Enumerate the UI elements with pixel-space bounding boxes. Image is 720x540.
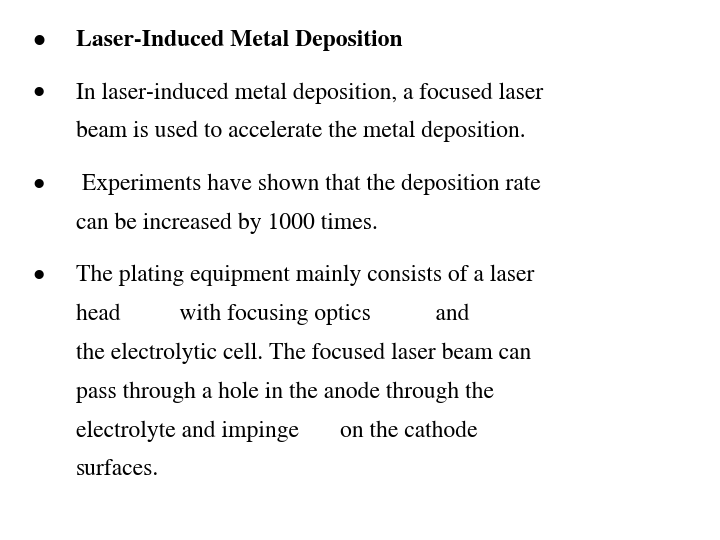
Text: pass through a hole in the anode through the: pass through a hole in the anode through… (76, 381, 494, 403)
Text: In laser-induced metal deposition, a focused laser: In laser-induced metal deposition, a foc… (76, 82, 543, 104)
Text: •: • (32, 30, 45, 51)
Text: Laser-Induced Metal Deposition: Laser-Induced Metal Deposition (76, 30, 402, 51)
Text: electrolyte and impinge يرتظم on the cathode: electrolyte and impinge يرتظم on the cat… (76, 420, 477, 442)
Text: The plating equipment mainly consists of a laser: The plating equipment mainly consists of… (76, 265, 534, 286)
Text: surfaces.: surfaces. (76, 459, 159, 481)
Text: •: • (32, 265, 45, 286)
Text: the electrolytic cell. The focused laser beam can: the electrolytic cell. The focused laser… (76, 342, 531, 364)
Text: •: • (32, 173, 45, 195)
Text: Experiments have shown that the deposition rate: Experiments have shown that the depositi… (76, 173, 540, 195)
Text: beam is used to accelerate the metal deposition.: beam is used to accelerate the metal dep… (76, 121, 525, 143)
Text: head رأس ليزر with focusing optics تركيزبصري and: head رأس ليزر with focusing optics تركيز… (76, 303, 469, 325)
Text: can be increased by 1000 times.: can be increased by 1000 times. (76, 212, 377, 234)
Text: •: • (32, 82, 45, 104)
